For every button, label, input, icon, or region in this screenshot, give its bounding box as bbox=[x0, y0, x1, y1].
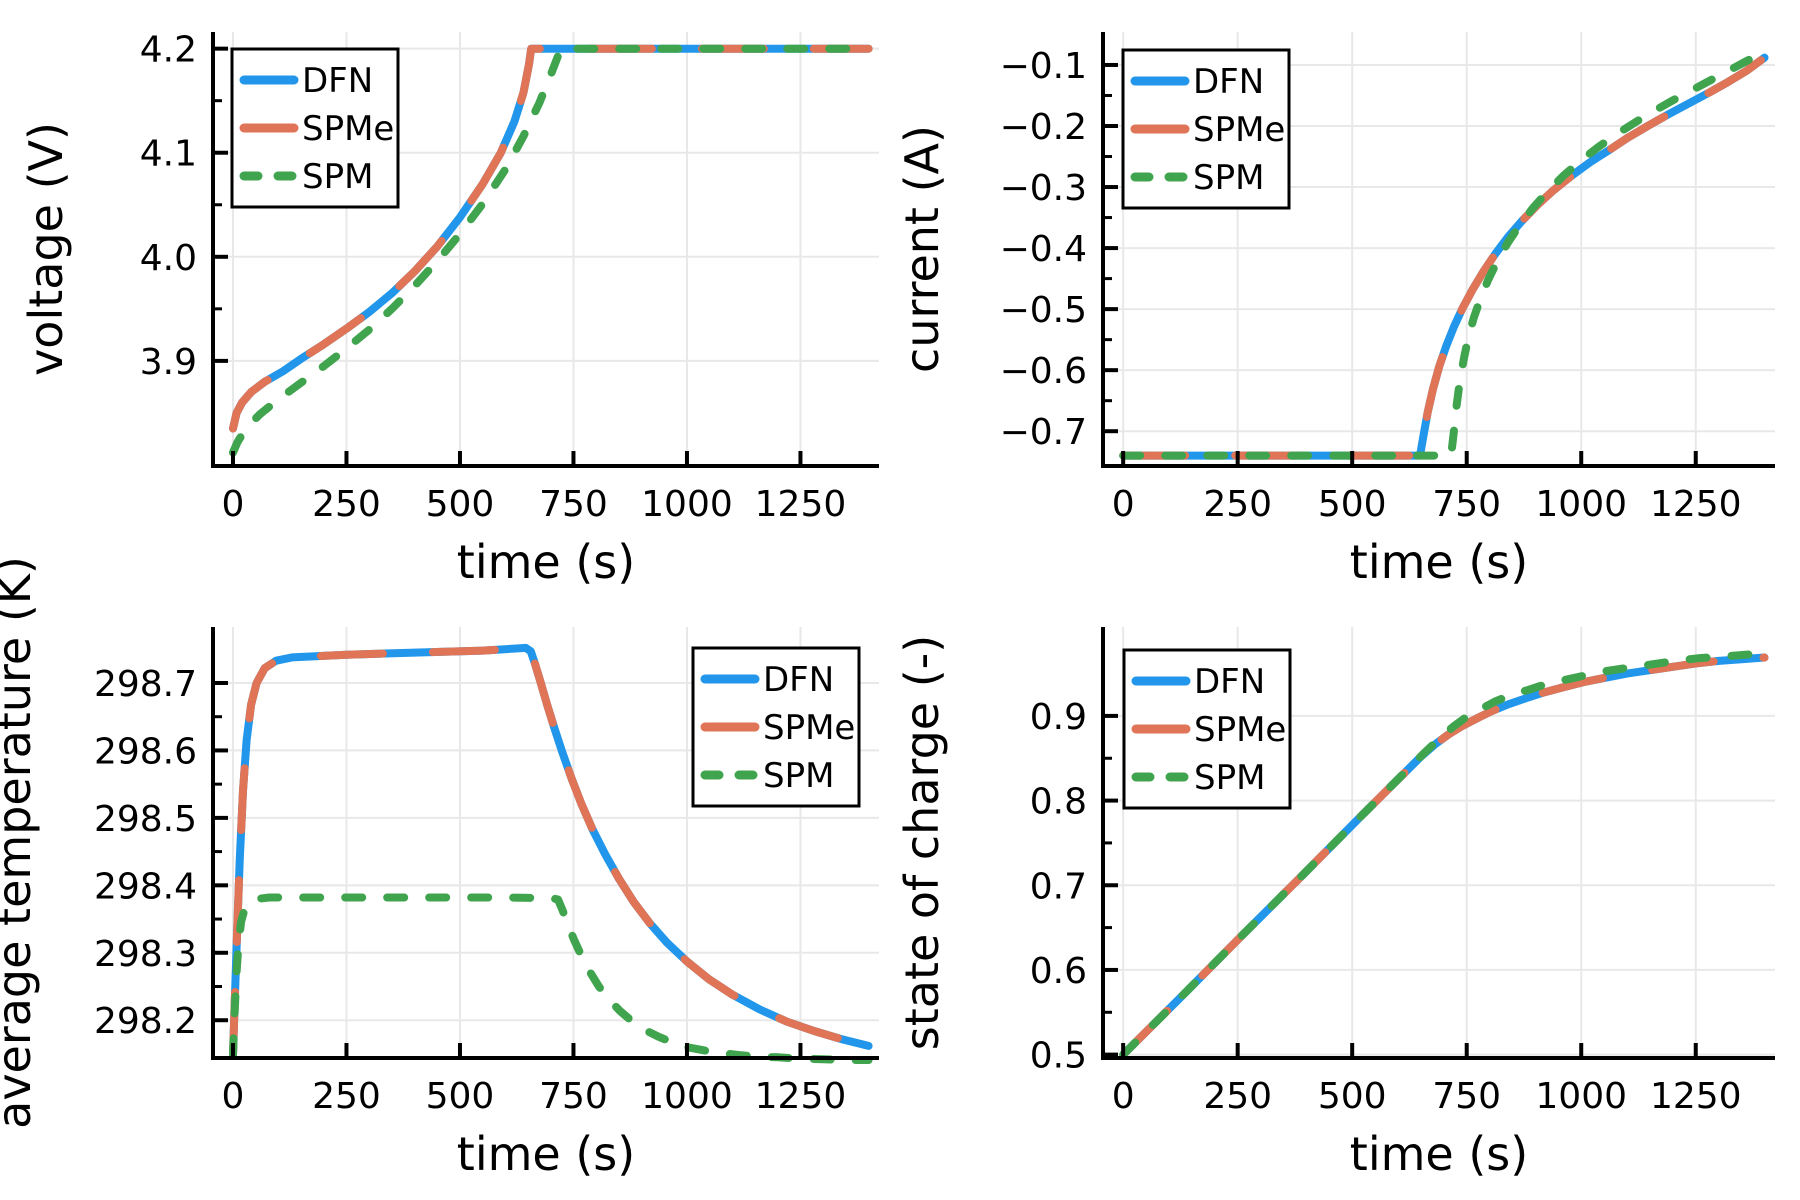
y-tick-label: 4.1 bbox=[140, 134, 197, 175]
x-tick-label: 500 bbox=[426, 484, 495, 525]
x-tick-label: 750 bbox=[1432, 1076, 1501, 1117]
y-tick-label: −0.7 bbox=[1000, 412, 1087, 453]
x-tick-label: 250 bbox=[1203, 484, 1272, 525]
y-tick-label: 298.5 bbox=[94, 799, 197, 840]
y-axis-label: state of charge (-) bbox=[895, 635, 949, 1050]
series-line-spm bbox=[1119, 47, 1769, 460]
y-tick-label: 0.6 bbox=[1030, 951, 1087, 992]
x-tick-label: 250 bbox=[312, 1076, 381, 1117]
x-tick-label: 0 bbox=[1112, 484, 1135, 525]
x-tick-label: 250 bbox=[1203, 1076, 1272, 1117]
legend: DFN SPMe SPM bbox=[230, 47, 400, 209]
voltage-chart: 0 250 500 750 1000 1250 3.9 4.0 4.1 4.2 time (s) vo… bbox=[19, 30, 879, 589]
y-tick-label: 298.4 bbox=[94, 866, 197, 907]
legend-label-spme: SPMe bbox=[302, 109, 394, 149]
legend: DFN SPMe SPM bbox=[1121, 48, 1291, 210]
x-tick-label: 1000 bbox=[1535, 484, 1627, 525]
axes-spines bbox=[211, 32, 879, 468]
y-tick-label: 0.5 bbox=[1030, 1036, 1087, 1077]
x-tick-label: 1000 bbox=[641, 1076, 733, 1117]
x-tick-label: 1250 bbox=[755, 1076, 847, 1117]
legend-label-dfn: DFN bbox=[1194, 662, 1265, 702]
series-line-spme bbox=[1119, 53, 1769, 460]
x-tick-label: 0 bbox=[222, 484, 245, 525]
y-tick-label: 3.9 bbox=[140, 342, 197, 383]
y-tick-label: −0.6 bbox=[1000, 351, 1087, 392]
legend-label-spm: SPM bbox=[1193, 158, 1264, 198]
y-axis-label: average temperature (K) bbox=[0, 556, 41, 1129]
series-line-spm bbox=[229, 893, 873, 1064]
legend: DFN SPMe SPM bbox=[691, 646, 861, 808]
x-tick-label: 1000 bbox=[641, 484, 733, 525]
series-line-spm bbox=[229, 44, 873, 457]
x-tick-label: 0 bbox=[1112, 1076, 1135, 1117]
x-tick-label: 500 bbox=[426, 1076, 495, 1117]
legend-box bbox=[230, 47, 400, 209]
x-tick-label: 0 bbox=[222, 1076, 245, 1117]
average-temperature-chart: 0 250 500 750 1000 1250 298.2 298.3 298.4 298.5 29… bbox=[0, 556, 879, 1181]
y-tick-label: 0.9 bbox=[1030, 697, 1087, 738]
current-chart: 0 250 500 750 1000 1250 −0.1 −0.2 −0.3 −0.4 −0.5 −0… bbox=[895, 32, 1775, 589]
axes-spines bbox=[1101, 32, 1775, 468]
x-axis-label: time (s) bbox=[457, 535, 635, 589]
x-tick-label: 1250 bbox=[1650, 484, 1742, 525]
x-tick-label: 1250 bbox=[755, 484, 847, 525]
x-tick-label: 1250 bbox=[1650, 1076, 1742, 1117]
y-tick-label: −0.4 bbox=[1000, 229, 1087, 270]
x-axis-label: time (s) bbox=[1350, 1127, 1528, 1181]
y-tick-label: 0.8 bbox=[1030, 782, 1087, 823]
x-tick-label: 500 bbox=[1318, 1076, 1387, 1117]
y-tick-label: 298.3 bbox=[94, 934, 197, 975]
y-tick-label: −0.1 bbox=[1000, 46, 1087, 87]
legend-label-dfn: DFN bbox=[1193, 62, 1264, 102]
legend-label-spm: SPM bbox=[763, 756, 834, 796]
y-tick-label: −0.3 bbox=[1000, 168, 1087, 209]
y-tick-label: 298.6 bbox=[94, 731, 197, 772]
x-axis-label: time (s) bbox=[1350, 535, 1528, 589]
y-tick-label: 4.0 bbox=[140, 238, 197, 279]
y-tick-label: 4.2 bbox=[140, 30, 197, 71]
axes-spines bbox=[1101, 627, 1775, 1060]
legend-label-spme: SPMe bbox=[763, 708, 855, 748]
legend: DFN SPMe SPM bbox=[1122, 648, 1292, 810]
x-tick-label: 750 bbox=[539, 484, 608, 525]
legend-label-spm: SPM bbox=[302, 157, 373, 197]
x-axis-label: time (s) bbox=[457, 1127, 635, 1181]
y-tick-label: −0.2 bbox=[1000, 107, 1087, 148]
x-tick-label: 500 bbox=[1318, 484, 1387, 525]
x-tick-label: 1000 bbox=[1535, 1076, 1627, 1117]
legend-label-spme: SPMe bbox=[1194, 710, 1286, 750]
series-line-spme bbox=[1119, 653, 1769, 1059]
series-line-spme bbox=[229, 643, 873, 1058]
legend-label-spm: SPM bbox=[1194, 758, 1265, 798]
y-tick-label: −0.5 bbox=[1000, 290, 1087, 331]
y-axis-label: voltage (V) bbox=[19, 122, 73, 376]
x-tick-label: 250 bbox=[312, 484, 381, 525]
y-tick-label: 0.7 bbox=[1030, 866, 1087, 907]
y-tick-label: 298.7 bbox=[94, 664, 197, 705]
legend-label-dfn: DFN bbox=[302, 61, 373, 101]
axes-spines bbox=[211, 627, 879, 1060]
legend-label-spme: SPMe bbox=[1193, 110, 1285, 150]
series-line-spme bbox=[229, 44, 873, 433]
x-tick-label: 750 bbox=[539, 1076, 608, 1117]
x-tick-label: 750 bbox=[1432, 484, 1501, 525]
state-of-charge-chart: 0 250 500 750 1000 1250 0.5 0.6 0.7 0.8 0.9 time (s… bbox=[895, 627, 1775, 1181]
y-tick-label: 298.2 bbox=[94, 1001, 197, 1042]
legend-label-dfn: DFN bbox=[763, 660, 834, 700]
y-axis-label: current (A) bbox=[895, 125, 949, 373]
